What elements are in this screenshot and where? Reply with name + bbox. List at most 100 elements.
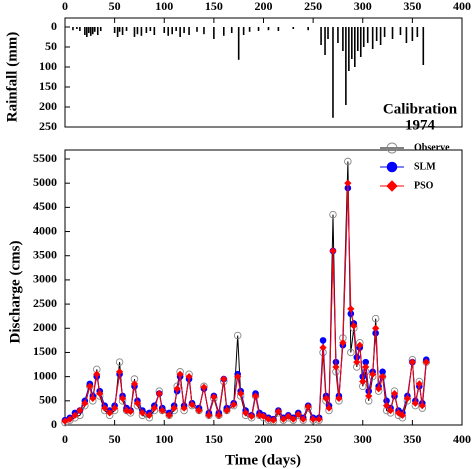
rain-bar xyxy=(411,27,414,41)
legend-label: Observe xyxy=(414,142,450,153)
x-tick-label: 400 xyxy=(453,432,471,446)
point xyxy=(309,415,317,423)
rain-bar xyxy=(422,27,425,65)
rain-bar xyxy=(230,27,233,33)
point xyxy=(230,401,238,409)
x-tick-label: 50 xyxy=(109,0,121,13)
rain-bar xyxy=(90,27,92,36)
x-tick-label: 0 xyxy=(62,432,68,446)
rain-bar xyxy=(133,27,136,37)
rain-bar xyxy=(354,27,356,67)
rain-bar xyxy=(121,27,124,35)
x-tick-label: 250 xyxy=(304,0,322,13)
rain-bar xyxy=(257,27,260,31)
point xyxy=(371,314,380,323)
x-tick-label: 100 xyxy=(155,432,173,446)
point xyxy=(299,415,307,423)
point xyxy=(200,383,208,391)
rain-bar xyxy=(116,27,119,37)
point xyxy=(93,370,101,378)
point xyxy=(369,370,377,378)
y-tick-label: 5500 xyxy=(33,151,57,165)
rain-bar xyxy=(140,27,143,36)
point xyxy=(150,404,158,412)
rainfall-axis-label: Rainfall (mm) xyxy=(4,32,20,122)
y-tick-label: 150 xyxy=(39,79,57,93)
rain-bar xyxy=(84,27,86,35)
point xyxy=(264,415,273,423)
point xyxy=(375,385,383,393)
point xyxy=(180,404,188,412)
point xyxy=(322,394,330,402)
point xyxy=(126,407,135,416)
point xyxy=(339,339,347,347)
point xyxy=(329,247,337,255)
rain-bar xyxy=(188,27,190,35)
rain-bar xyxy=(320,27,322,45)
point xyxy=(422,358,430,366)
point xyxy=(76,406,84,415)
point xyxy=(86,382,94,390)
rain-bar xyxy=(345,27,347,105)
x-tick-label: 200 xyxy=(255,0,273,13)
point xyxy=(372,324,380,332)
point xyxy=(347,348,355,357)
rain-bar xyxy=(183,27,185,33)
rain-bar xyxy=(327,27,329,39)
point xyxy=(115,358,124,366)
rain-bar xyxy=(171,27,173,35)
point xyxy=(170,404,178,412)
rain-bar xyxy=(399,27,402,35)
point xyxy=(185,373,193,381)
point xyxy=(237,389,245,398)
point xyxy=(259,412,268,420)
rain-bar xyxy=(118,27,121,32)
point xyxy=(350,322,358,330)
y-tick-label: 3500 xyxy=(33,247,57,261)
rain-bar xyxy=(93,27,96,32)
point xyxy=(233,331,242,340)
point xyxy=(359,377,367,386)
point xyxy=(403,394,412,402)
rain-bar xyxy=(237,27,240,60)
rain-bar xyxy=(332,27,334,118)
rain-bar xyxy=(125,27,128,31)
rain-bar xyxy=(371,27,374,49)
rain-bar xyxy=(342,27,344,51)
point xyxy=(408,358,416,366)
rain-bar xyxy=(267,27,270,31)
point xyxy=(251,392,260,400)
point xyxy=(304,403,312,411)
point xyxy=(269,416,278,424)
point xyxy=(205,411,213,419)
point xyxy=(289,415,297,423)
y-tick-label: 200 xyxy=(39,99,57,113)
y-tick-label: 0 xyxy=(51,417,57,431)
x-tick-label: 150 xyxy=(205,432,223,446)
rain-bar xyxy=(79,27,81,31)
legend-marker xyxy=(386,142,398,154)
point xyxy=(223,406,231,415)
rain-bar xyxy=(348,27,350,71)
rain-bar xyxy=(307,27,309,31)
legend-label: SLM xyxy=(414,161,436,172)
rain-bar xyxy=(292,27,295,29)
y-tick-label: 5000 xyxy=(33,175,57,189)
point xyxy=(344,179,352,187)
point xyxy=(247,412,256,420)
point xyxy=(379,368,386,376)
y-tick-label: 250 xyxy=(39,119,57,133)
point xyxy=(325,404,333,412)
point xyxy=(362,358,370,366)
x-tick-label: 400 xyxy=(453,0,471,13)
series-line xyxy=(64,187,427,421)
y-tick-label: 2000 xyxy=(33,320,57,334)
rain-bar xyxy=(383,27,386,37)
point xyxy=(386,406,395,415)
point xyxy=(319,344,327,352)
rain-bar xyxy=(76,27,78,29)
legend-marker xyxy=(386,161,398,173)
point xyxy=(66,415,74,423)
point xyxy=(315,415,323,423)
